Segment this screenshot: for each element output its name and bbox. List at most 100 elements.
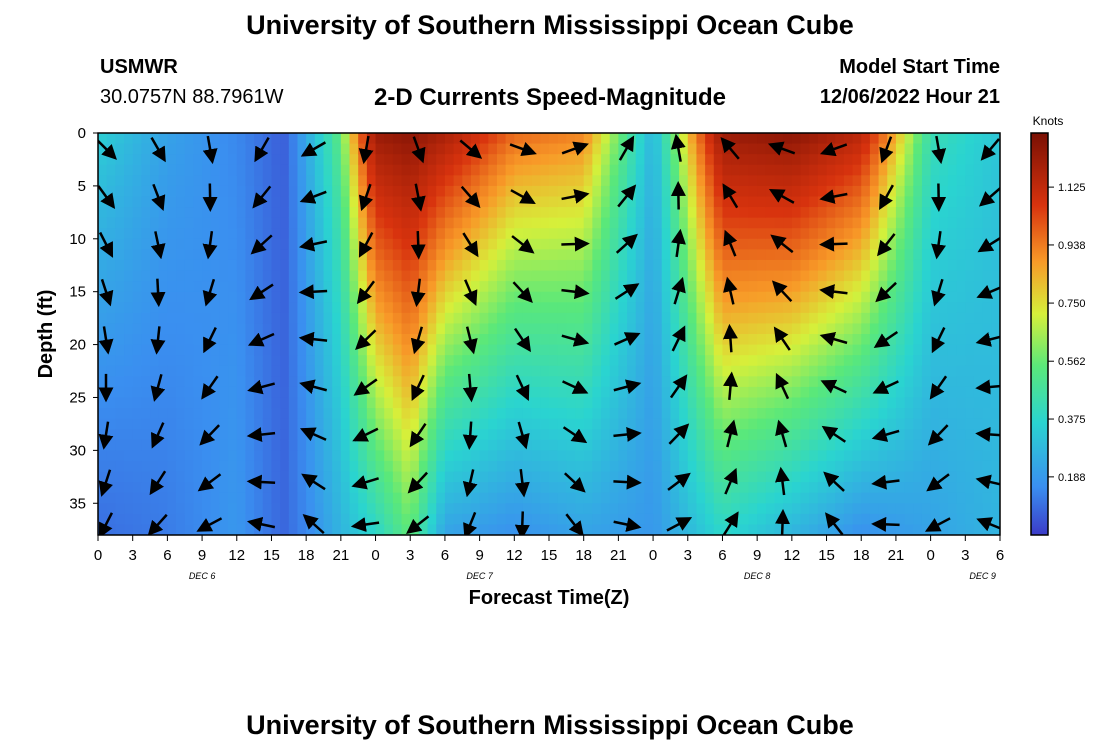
heat-cell: [687, 196, 698, 208]
heat-cell: [124, 460, 134, 473]
heat-cell: [661, 323, 672, 335]
heat-cell: [280, 164, 290, 176]
heat-cell: [557, 344, 567, 356]
heat-cell: [869, 334, 880, 346]
heat-cell: [852, 270, 862, 282]
heat-cell: [800, 323, 810, 335]
heat-cell: [661, 503, 672, 515]
heat-cell: [991, 175, 1000, 187]
heat-cell: [679, 408, 689, 420]
heat-cell: [644, 238, 654, 250]
heat-cell: [947, 249, 958, 261]
heat-cell: [609, 175, 619, 187]
heat-cell: [418, 376, 429, 388]
heat-cell: [106, 482, 116, 494]
heat-cell: [531, 429, 541, 441]
heat-cell: [566, 450, 576, 462]
heat-cell: [366, 397, 377, 409]
heat-cell: [488, 185, 498, 198]
heat-cell: [609, 238, 619, 250]
current-vector: [871, 474, 900, 490]
heat-cell: [601, 376, 611, 388]
heat-cell: [731, 154, 741, 166]
heat-cell: [748, 355, 758, 367]
heat-cell: [332, 291, 342, 303]
heat-cell: [332, 249, 342, 261]
heat-cell: [158, 334, 168, 346]
heat-cell: [167, 217, 177, 229]
heat-cell: [661, 217, 672, 229]
heat-cell: [254, 460, 264, 473]
heat-cell: [575, 323, 585, 335]
heat-cell: [731, 164, 741, 176]
heat-cell: [271, 291, 281, 303]
heat-cell: [566, 365, 576, 377]
heat-cell: [765, 471, 776, 483]
heat-cell: [427, 217, 437, 229]
heat-cell: [323, 228, 333, 240]
heat-cell: [349, 513, 359, 526]
heat-cell: [826, 133, 836, 145]
heat-cell: [505, 365, 515, 377]
heat-cell: [505, 164, 515, 176]
x-day-label: DEC 9: [969, 571, 996, 581]
heat-cell: [904, 408, 914, 420]
heat-cell: [184, 408, 195, 420]
heat-cell: [349, 175, 359, 187]
heat-cell: [791, 482, 802, 494]
heat-cell: [314, 429, 325, 441]
heat-cell: [843, 196, 854, 208]
heat-cell: [98, 450, 108, 462]
heat-cell: [271, 154, 281, 166]
heat-cell: [176, 418, 186, 430]
heat-cell: [653, 323, 663, 335]
heat-cell: [817, 323, 828, 335]
heat-cell: [158, 344, 168, 356]
heat-cell: [783, 302, 793, 314]
heat-cell: [375, 133, 385, 145]
heat-cell: [236, 408, 247, 420]
heat-cell: [124, 323, 134, 335]
heat-cell: [947, 175, 958, 187]
heat-cell: [297, 238, 307, 250]
heat-cell: [583, 408, 593, 420]
heat-cell: [470, 185, 481, 198]
heat-cell: [904, 281, 914, 293]
heat-cell: [687, 429, 698, 441]
heat-cell: [176, 323, 186, 335]
heat-cell: [713, 154, 724, 166]
heat-cell: [323, 164, 333, 176]
heat-cell: [878, 259, 888, 272]
heat-cell: [288, 154, 299, 166]
heat-cell: [583, 450, 593, 462]
heat-cell: [549, 185, 559, 198]
heat-cell: [557, 323, 567, 335]
heat-cell: [861, 154, 871, 166]
heat-cell: [661, 291, 672, 303]
heat-cell: [288, 207, 299, 219]
heat-cell: [236, 270, 247, 282]
heat-cell: [705, 492, 715, 504]
heat-cell: [783, 365, 793, 377]
heat-cell: [384, 312, 394, 325]
heat-cell: [791, 355, 802, 367]
heat-cell: [618, 460, 628, 473]
heat-cell: [826, 408, 836, 420]
heat-cell: [150, 365, 160, 377]
heat-cell: [713, 460, 724, 473]
heat-cell: [696, 482, 706, 494]
heat-cell: [705, 482, 715, 494]
heat-cell: [453, 259, 463, 272]
heat-cell: [592, 291, 602, 303]
heat-cell: [774, 312, 784, 325]
heat-cell: [375, 503, 385, 515]
heat-cell: [531, 524, 541, 535]
heat-cell: [939, 524, 949, 535]
heat-cell: [271, 355, 281, 367]
heat-cell: [670, 503, 680, 515]
heat-cell: [618, 323, 628, 335]
heat-cell: [488, 397, 498, 409]
heat-cell: [921, 386, 932, 399]
heat-cell: [349, 270, 359, 282]
heat-cell: [332, 228, 342, 240]
